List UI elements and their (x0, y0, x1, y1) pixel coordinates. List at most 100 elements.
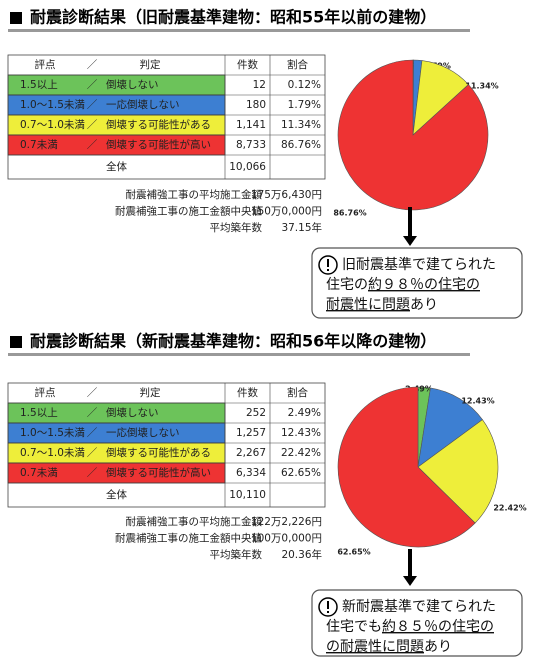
title-square (10, 336, 22, 348)
score-cell: 0.7～1.0未満 (20, 447, 85, 459)
callout-line: 新耐震基準で建てられた (342, 598, 496, 615)
table-border (7, 382, 326, 508)
count-cell: 1,141 (236, 119, 266, 131)
callout-text: 旧耐震基準で建てられた (342, 256, 496, 273)
separator: ／ (87, 79, 98, 91)
stat-value: 37.15年 (281, 221, 322, 234)
ratio-cell: 12.43% (281, 427, 321, 439)
stat-label: 耐震補強工事の平均施工金額 (126, 188, 263, 201)
header-cell: ／ (87, 59, 98, 71)
pie-label: 12.43% (461, 397, 494, 406)
callout-text: 新耐震基準で建てられた (342, 598, 496, 615)
pie-slice (417, 419, 499, 524)
stat-label: 平均築年数 (210, 221, 263, 234)
count-cell: 2,267 (236, 447, 266, 459)
stat-value: 175万6,430円 (251, 189, 322, 201)
title-underline (8, 353, 470, 356)
callout-line: 住宅の約９８％の住宅の (326, 277, 480, 293)
callout-text: 住宅でも (326, 619, 382, 635)
separator: ／ (87, 407, 98, 419)
ratio-cell: 1.79% (288, 99, 321, 111)
count-cell: 6,334 (236, 467, 266, 479)
alert-mark (327, 601, 329, 609)
arrow-head (403, 576, 417, 586)
pie-slice (337, 386, 476, 548)
separator: ／ (87, 467, 98, 479)
score-cell: 1.5以上 (20, 79, 58, 91)
judgement-cell: 倒壊する可能性が高い (106, 138, 211, 151)
stat-label: 耐震補強工事の施工金額中央値 (115, 205, 262, 218)
header-cell: 評点 (35, 386, 56, 399)
callout-line: 住宅でも約８５％の住宅の (326, 619, 494, 635)
separator: ／ (87, 447, 98, 459)
stat-label: 耐震補強工事の平均施工金額 (126, 515, 263, 528)
score-cell: 1.0～1.5未満 (20, 427, 85, 439)
count-cell: 12 (253, 79, 266, 91)
judgement-cell: 倒壊する可能性が高い (106, 466, 211, 479)
callout-text: 約８５％の住宅の (382, 619, 494, 635)
judgement-cell: 倒壊しない (106, 79, 159, 91)
section-title: 耐震診断結果（新耐震基準建物：昭和56年以降の建物） (30, 332, 436, 351)
stat-value: 150万0,000円 (251, 206, 322, 218)
score-cell: 1.0～1.5未満 (20, 99, 85, 111)
ratio-cell: 11.34% (281, 119, 321, 131)
pie-slice (417, 387, 483, 468)
section-title: 耐震診断結果（旧耐震基準建物：昭和55年以前の建物） (30, 8, 436, 27)
ratio-cell: 2.49% (288, 407, 321, 419)
total-label: 全体 (106, 488, 127, 501)
separator: ／ (87, 119, 98, 131)
header-cell: 割合 (287, 386, 308, 399)
total-count: 10,110 (229, 489, 266, 501)
title-underline (8, 29, 470, 32)
alert-dot (327, 611, 329, 613)
count-cell: 180 (246, 99, 266, 111)
stat-value: 20.36年 (281, 548, 322, 561)
table-border (7, 54, 326, 180)
score-cell: 0.7～1.0未満 (20, 119, 85, 131)
separator: ／ (87, 427, 98, 439)
header-cell: 判定 (140, 58, 161, 71)
pie-label: 62.65% (337, 548, 370, 557)
header-cell: 割合 (287, 58, 308, 71)
callout-text: の耐震性に問題 (326, 639, 424, 655)
judgement-cell: 一応倒壊しない (106, 426, 180, 439)
callout-text: 耐震性に問題 (326, 297, 410, 313)
header-cell: 評点 (35, 58, 56, 71)
callout-box (311, 247, 523, 319)
judgement-cell: 倒壊する可能性がある (106, 118, 211, 131)
stat-label: 平均築年数 (210, 548, 263, 561)
callout-text: あり (424, 639, 452, 655)
callout-box (311, 589, 523, 657)
score-cell: 0.7未満 (20, 139, 58, 151)
stat-value: 122万2,226円 (251, 516, 322, 528)
header-cell: 件数 (237, 386, 258, 399)
ratio-cell: 62.65% (281, 467, 321, 479)
score-cell: 1.5以上 (20, 407, 58, 419)
ratio-cell: 22.42% (281, 447, 321, 459)
total-count: 10,066 (229, 161, 266, 173)
alert-dot (327, 269, 329, 271)
callout-text: 住宅の (326, 277, 368, 293)
callout-line: の耐震性に問題あり (326, 639, 452, 655)
ratio-cell: 86.76% (281, 139, 321, 151)
header-cell: ／ (87, 387, 98, 399)
judgement-cell: 一応倒壊しない (106, 98, 180, 111)
pie-slice (337, 59, 489, 211)
pie-label: 86.76% (333, 209, 366, 218)
score-cell: 0.7未満 (20, 467, 58, 479)
ratio-cell: 0.12% (288, 79, 321, 91)
arrow-head (403, 236, 417, 246)
count-cell: 8,733 (236, 139, 266, 151)
alert-mark (327, 259, 329, 267)
stat-label: 耐震補強工事の施工金額中央値 (115, 532, 262, 545)
header-cell: 件数 (237, 58, 258, 71)
judgement-cell: 倒壊する可能性がある (106, 446, 211, 459)
separator: ／ (87, 139, 98, 151)
stat-value: 100万0,000円 (251, 533, 322, 545)
pie-label: 22.42% (493, 504, 526, 513)
pie-label: 11.34% (465, 82, 498, 91)
callout-line: 旧耐震基準で建てられた (342, 256, 496, 273)
separator: ／ (87, 99, 98, 111)
